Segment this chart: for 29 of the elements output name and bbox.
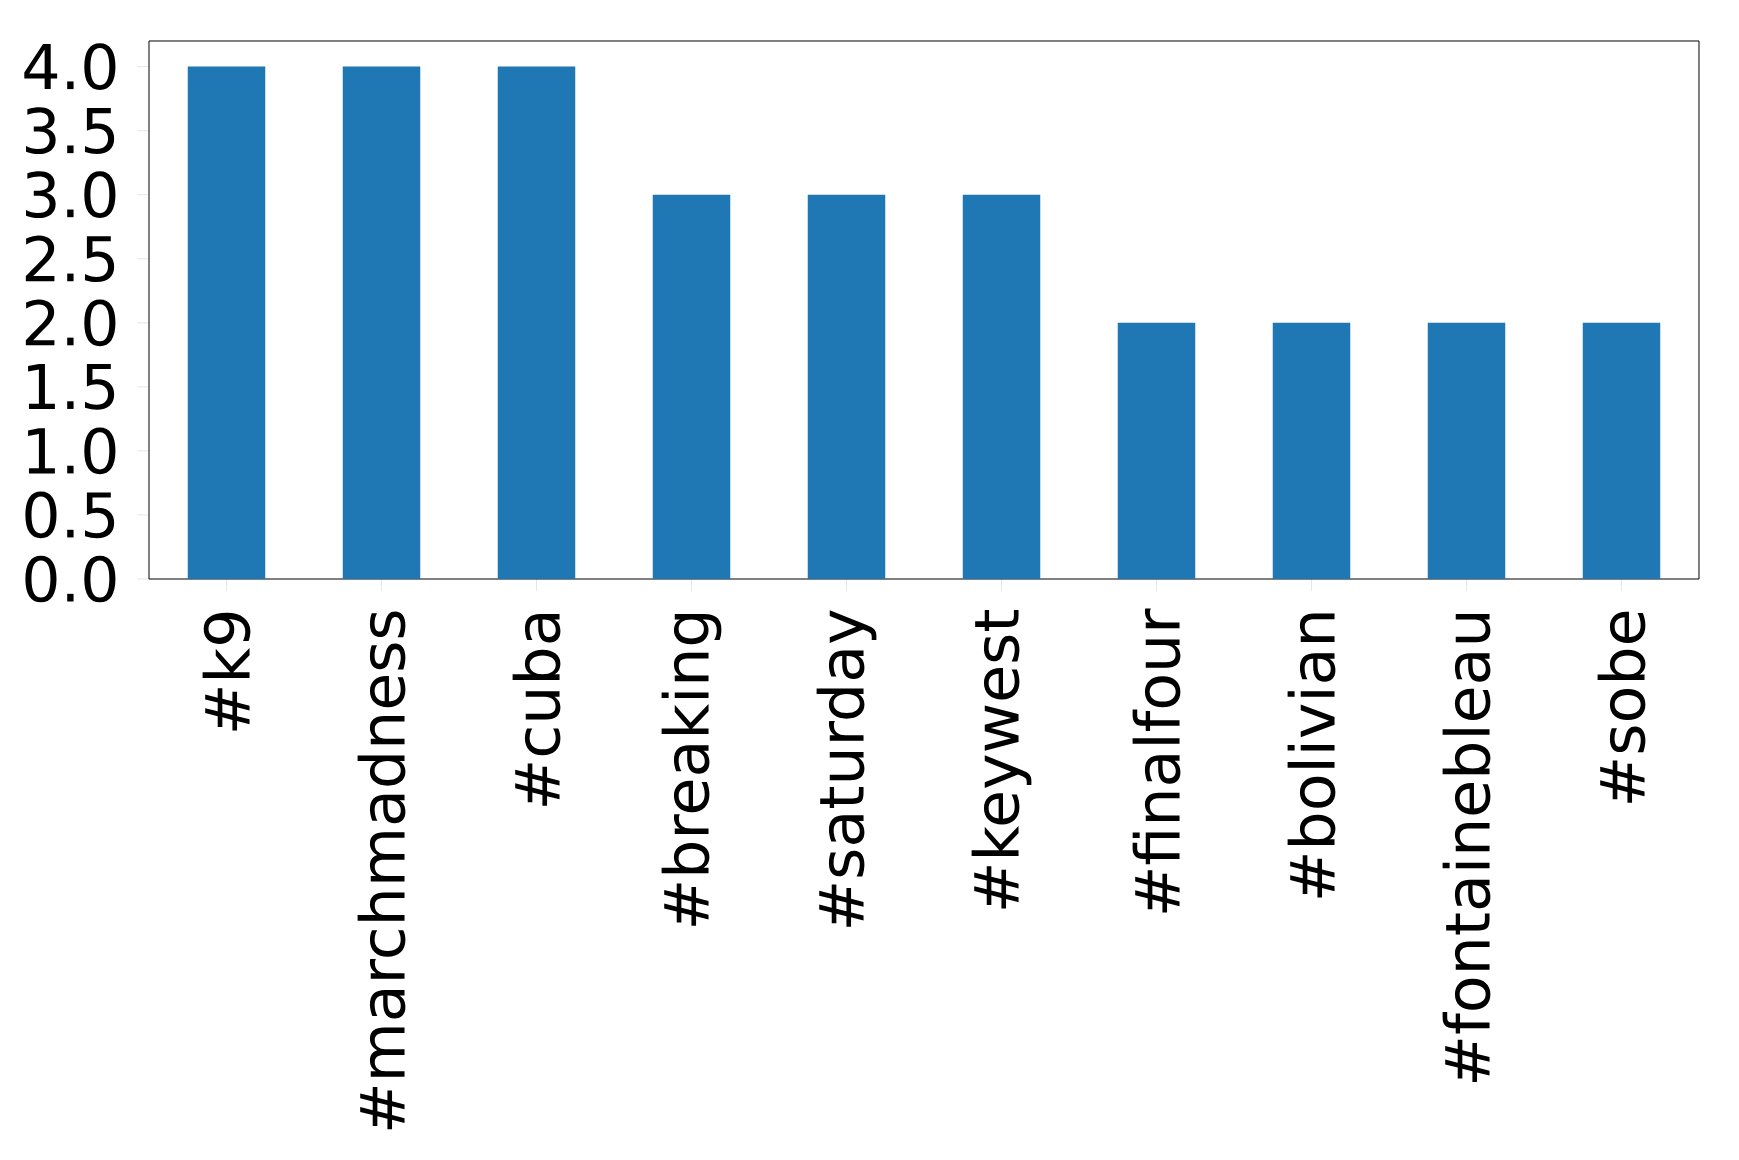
x-tick-label: #keywest: [971, 609, 1032, 909]
x-tick-label: #saturday: [816, 610, 877, 927]
bar: [962, 194, 1041, 579]
y-tick-label: 2.0: [25, 299, 116, 347]
y-tick-label: 4.0: [24, 43, 116, 90]
x-tick-label: #breaking: [661, 614, 722, 926]
y-tick-label: 3.5: [26, 107, 115, 155]
bar: [1117, 322, 1196, 579]
bar: [807, 194, 886, 579]
bar: [1582, 322, 1661, 579]
x-tick-label: #cuba: [512, 614, 561, 806]
x-tick-label: #sobe: [1597, 611, 1646, 803]
x-tick-label: #fontainebleau: [1442, 614, 1491, 1082]
bar: [187, 66, 266, 579]
y-tick-label: 3.0: [26, 171, 116, 219]
x-tick-label: #bolivian: [1287, 613, 1336, 898]
x-tick-label: #k9: [202, 612, 251, 731]
y-tick-label: 0.0: [25, 555, 116, 603]
y-tick-label: 1.0: [28, 427, 116, 475]
bar: [1427, 322, 1506, 579]
bar: [497, 66, 576, 579]
x-tick-label: #finalfour: [1132, 608, 1181, 913]
bar: [652, 194, 731, 579]
y-tick-label: 0.5: [25, 491, 115, 539]
bar: [1272, 322, 1351, 579]
bar: [342, 66, 421, 579]
x-tick-label: #marchmadness: [357, 611, 406, 1130]
y-tick-label: 1.5: [28, 363, 115, 410]
y-tick-label: 2.5: [25, 235, 115, 283]
